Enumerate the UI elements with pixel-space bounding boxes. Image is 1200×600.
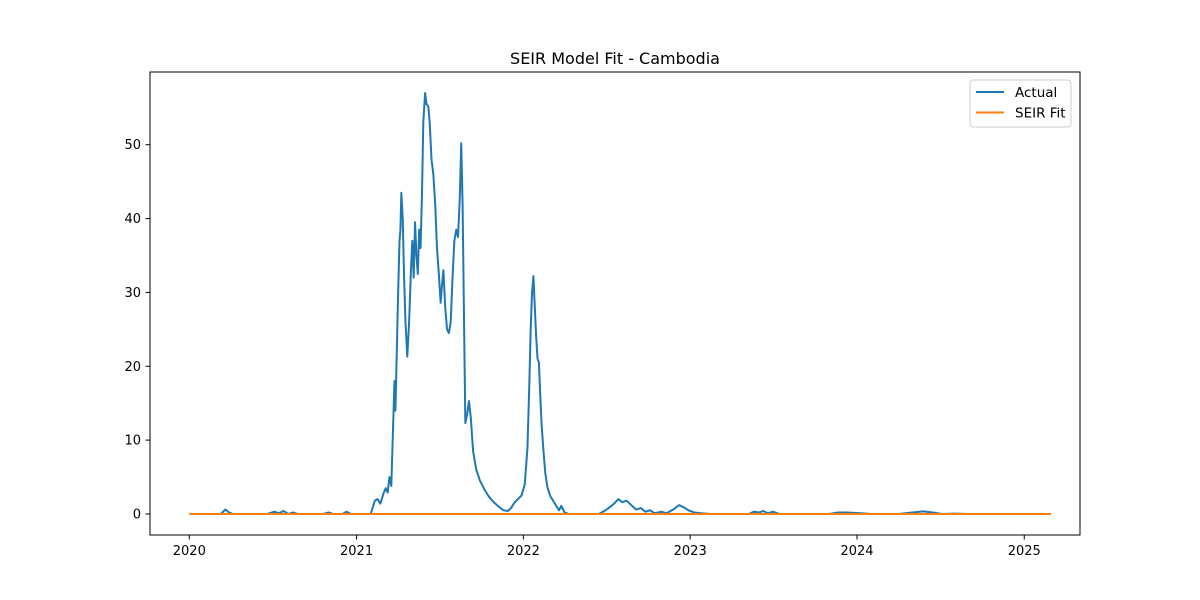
y-tick-label: 40 <box>124 212 141 227</box>
axes-group: 2020 2021 2022 2023 2024 2025 0 10 20 30 40 50 <box>124 138 1040 559</box>
y-tick-label: 10 <box>124 434 141 449</box>
y-tick-label: 50 <box>124 138 141 153</box>
y-tick-label: 0 <box>133 507 141 522</box>
plot-frame <box>149 71 1081 536</box>
x-tick-label: 2025 <box>1008 544 1041 559</box>
x-tick-label: 2022 <box>507 544 540 559</box>
x-tick-label: 2020 <box>173 544 206 559</box>
x-tick-label: 2021 <box>340 544 373 559</box>
x-tick-label: 2023 <box>674 544 707 559</box>
series-layer <box>189 92 1052 515</box>
y-tick-label: 30 <box>124 286 141 301</box>
x-tick-label: 2024 <box>840 544 873 559</box>
y-tick-label: 20 <box>124 360 141 375</box>
legend: Actual SEIR Fit <box>969 79 1072 128</box>
legend-label: Actual <box>1015 85 1057 101</box>
chart-title: SEIR Model Fit - Cambodia <box>510 49 720 68</box>
legend-label: SEIR Fit <box>1015 106 1066 122</box>
series-line-actual <box>189 92 973 515</box>
